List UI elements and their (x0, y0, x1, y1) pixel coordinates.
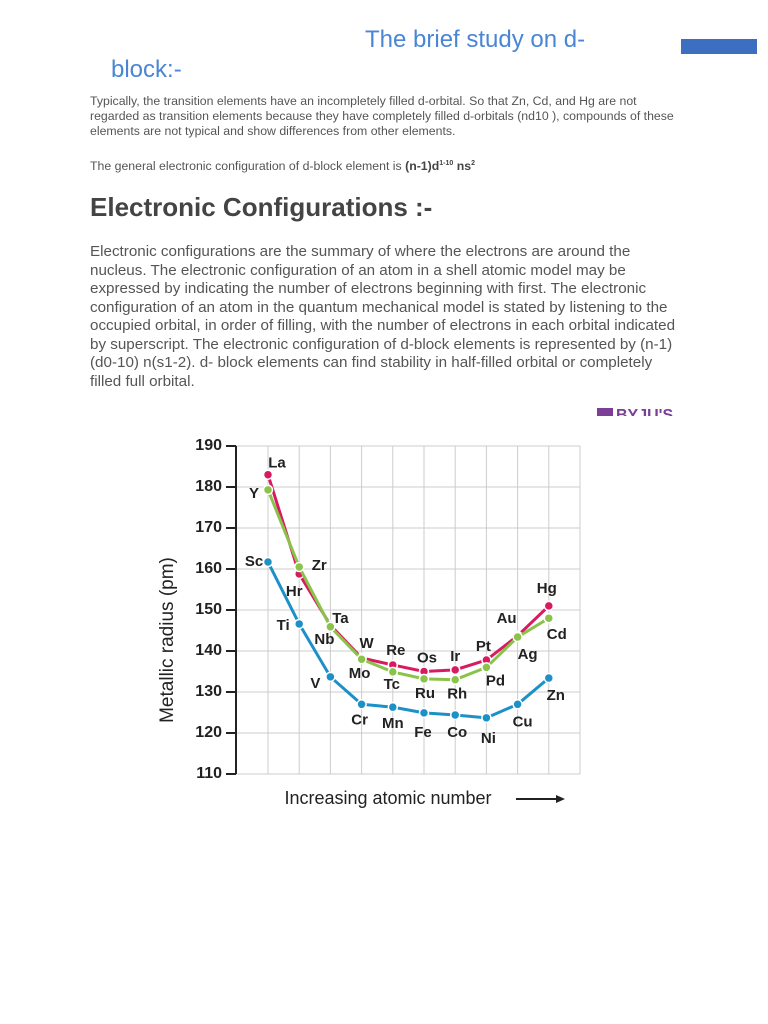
point-label: Ag (518, 646, 538, 663)
y-tick-label: 190 (195, 437, 222, 454)
point-label: Co (447, 724, 467, 741)
heading: Electronic Configurations :- (90, 192, 433, 222)
formula-sup: 1-10 (439, 159, 454, 167)
formula-sup: 2 (471, 159, 475, 167)
text: The general electronic configuration of … (90, 159, 406, 173)
point (512, 631, 523, 643)
y-tick-label: 160 (195, 560, 222, 577)
logo-icon (597, 408, 613, 416)
y-tick-label: 150 (195, 601, 222, 618)
point (449, 674, 461, 685)
y-tick-label: 120 (195, 724, 222, 741)
point (449, 709, 461, 721)
point-label: Nb (314, 631, 334, 648)
x-label: Increasing atomic number (284, 788, 491, 808)
point-label: Hg (537, 580, 557, 597)
point-label: Mn (382, 715, 404, 732)
x-arrow-head (556, 795, 565, 803)
point-label: Tc (384, 676, 400, 693)
point-label: Mo (349, 665, 371, 682)
logo: BYJU'S (616, 407, 673, 424)
point (481, 662, 492, 673)
general-config: The general electronic configuration of … (90, 159, 475, 173)
point (449, 664, 461, 676)
y-tick-label: 140 (195, 642, 222, 659)
point-label: Cu (513, 713, 533, 730)
point-label: Ru (415, 685, 435, 702)
formula-part: ns (453, 159, 472, 173)
point-label: Y (249, 485, 259, 502)
point-label: Zn (547, 687, 565, 704)
series-line (266, 489, 550, 682)
logo-bg (597, 408, 673, 416)
point-label: Ir (450, 648, 460, 665)
point (387, 701, 399, 713)
point-label: Ta (332, 610, 349, 627)
point (481, 712, 492, 724)
point-label: Pd (486, 672, 505, 689)
point-label: Hr (286, 583, 303, 600)
point-label: Cr (351, 711, 368, 728)
y-tick-label: 110 (196, 765, 222, 782)
point-label: V (310, 675, 320, 692)
point-label: Pt (476, 638, 491, 655)
y-tick-label: 180 (195, 478, 222, 495)
formula-part: (n-1)d (405, 159, 440, 173)
body: Electronic configurations are the summar… (90, 243, 676, 390)
point (262, 484, 274, 496)
point-label: Au (497, 610, 517, 627)
point-label: Zr (312, 557, 327, 574)
intro: Typically, the transition elements have … (90, 94, 674, 138)
y-tick-label: 130 (195, 683, 222, 700)
point-label: Cd (547, 626, 567, 643)
title-line: block:- (111, 56, 182, 83)
formula: (n-1)d1-10 ns2 (405, 159, 475, 173)
point (418, 673, 430, 685)
point (512, 699, 523, 710)
point (293, 561, 305, 573)
point (262, 469, 274, 480)
point-label: Rh (447, 686, 467, 703)
point (418, 707, 430, 719)
point-label: Os (417, 649, 437, 666)
point (262, 556, 274, 568)
series-line (266, 561, 550, 720)
point-label: W (360, 635, 375, 652)
point-label: Sc (245, 553, 263, 570)
title-line: The brief study on d- (365, 26, 586, 53)
point (543, 672, 555, 684)
point-label: Re (386, 642, 405, 659)
point (543, 600, 555, 612)
point (293, 618, 305, 630)
y-tick-label: 170 (195, 519, 222, 536)
point-label: Ni (481, 730, 496, 747)
point (543, 612, 555, 624)
header-bar (681, 39, 757, 54)
point (325, 671, 336, 683)
point-label: Ti (277, 617, 290, 634)
point (325, 621, 336, 633)
point (387, 666, 399, 678)
point (356, 699, 367, 710)
y-label: Metallic radius (pm) (157, 557, 178, 723)
point (356, 653, 367, 665)
point-label: La (268, 455, 286, 472)
point-label: Fe (414, 724, 432, 741)
